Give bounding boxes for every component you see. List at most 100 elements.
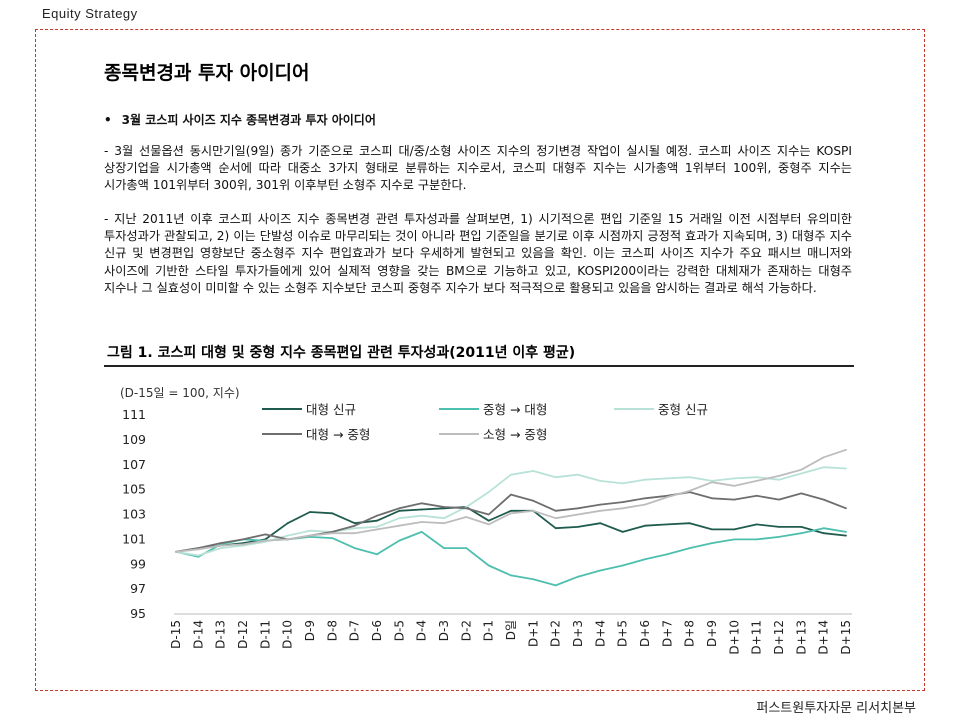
- data-point-s3: [443, 517, 445, 520]
- x-tick-label: D+13: [794, 620, 808, 655]
- data-point-s2: [621, 564, 624, 567]
- data-point-s1: [800, 526, 803, 528]
- data-point-s5: [845, 448, 847, 451]
- paragraph-1: - 3월 선물옵션 동시만기일(9일) 종가 기준으로 코스피 대/중/소형 사…: [104, 144, 852, 193]
- data-point-s5: [822, 456, 825, 459]
- data-point-s4: [353, 524, 356, 527]
- data-point-s1: [510, 509, 512, 512]
- data-point-s2: [733, 538, 736, 541]
- x-tick-label: D-14: [191, 620, 205, 649]
- data-point-s3: [197, 554, 200, 557]
- data-point-s3: [376, 526, 378, 528]
- data-point-s5: [666, 496, 669, 498]
- data-point-s3: [688, 476, 691, 479]
- data-point-s2: [666, 553, 669, 556]
- data-point-s4: [242, 538, 244, 541]
- data-point-s4: [577, 507, 579, 510]
- data-point-s4: [822, 498, 825, 501]
- data-point-s5: [532, 509, 535, 512]
- x-tick-label: D-2: [459, 620, 473, 641]
- data-point-s3: [599, 480, 602, 482]
- data-point-s5: [420, 521, 423, 523]
- y-tick-label: 103: [122, 507, 146, 522]
- line-chart: (D-15일 = 100, 지수) 95 97 99 101 103 105 107 109 11…: [104, 377, 854, 677]
- legend-label-1: 대형 신규: [306, 402, 356, 417]
- data-point-s5: [778, 475, 780, 477]
- data-point-s5: [621, 507, 624, 510]
- data-point-s5: [733, 485, 736, 487]
- data-point-s3: [822, 466, 825, 469]
- data-point-s1: [487, 519, 490, 522]
- legend-label-4: 대형 → 중형: [306, 427, 370, 442]
- data-point-s2: [800, 532, 803, 535]
- x-tick-label: D-10: [281, 620, 295, 649]
- data-point-s5: [219, 544, 222, 547]
- data-point-s4: [845, 507, 847, 510]
- data-point-s5: [309, 534, 311, 537]
- data-point-s3: [711, 480, 713, 482]
- data-point-s3: [621, 482, 624, 485]
- data-point-s2: [644, 558, 646, 561]
- data-point-s2: [845, 531, 847, 533]
- data-point-s4: [644, 497, 646, 500]
- section-label: Equity Strategy: [42, 6, 138, 21]
- data-point-s4: [755, 494, 758, 497]
- legend-label-2: 중형 → 대형: [483, 402, 547, 417]
- data-point-s1: [309, 511, 311, 513]
- data-point-s2: [822, 527, 825, 530]
- data-point-s1: [711, 528, 713, 531]
- data-point-s5: [599, 509, 602, 512]
- data-point-s3: [577, 473, 579, 476]
- figure-title: 그림 1. 코스피 대형 및 중형 지수 종목편입 관련 투자성과(2011년 …: [107, 345, 576, 361]
- data-point-s2: [420, 531, 423, 533]
- y-tick-label: 99: [130, 556, 146, 571]
- data-point-s3: [778, 478, 780, 481]
- data-point-s4: [465, 507, 468, 510]
- data-point-s4: [800, 492, 803, 495]
- data-point-s5: [711, 481, 713, 484]
- data-point-s4: [219, 542, 222, 544]
- data-point-s1: [822, 532, 825, 535]
- data-point-s2: [510, 574, 512, 577]
- data-point-s1: [644, 524, 646, 527]
- x-tick-label: D+1: [526, 620, 540, 647]
- data-point-s2: [711, 542, 713, 544]
- x-tick-label: D-7: [348, 620, 362, 641]
- x-tick-label: D-4: [415, 620, 429, 641]
- x-tick-label: D일: [504, 620, 518, 640]
- data-point-s1: [778, 526, 780, 528]
- x-tick-label: D-12: [236, 620, 250, 649]
- data-point-s1: [733, 528, 736, 531]
- data-point-s2: [554, 584, 557, 587]
- data-point-s2: [532, 578, 535, 581]
- data-point-s3: [800, 472, 803, 475]
- data-point-s4: [711, 497, 713, 500]
- data-point-s5: [800, 468, 803, 471]
- x-tick-label: D+5: [616, 620, 630, 647]
- bullet-icon: •: [104, 113, 112, 127]
- data-point-s2: [353, 547, 356, 549]
- data-point-s4: [621, 501, 624, 503]
- data-point-s3: [644, 478, 646, 481]
- data-point-s5: [510, 512, 512, 515]
- data-point-s1: [755, 523, 758, 526]
- data-point-s3: [666, 477, 669, 480]
- y-tick-label: 97: [130, 581, 146, 596]
- data-point-s4: [733, 498, 736, 501]
- y-tick-label: 109: [122, 432, 146, 447]
- x-tick-label: D-9: [303, 620, 317, 641]
- data-point-s2: [443, 547, 445, 549]
- data-point-s3: [420, 514, 423, 517]
- x-tick-label: D-6: [370, 620, 384, 641]
- data-point-s2: [755, 538, 758, 541]
- data-point-s1: [621, 531, 624, 533]
- chart-background: [104, 377, 854, 677]
- x-tick-label: D+9: [705, 620, 719, 647]
- data-point-s5: [286, 538, 289, 541]
- x-tick-label: D-11: [258, 620, 272, 649]
- x-tick-label: D-15: [169, 620, 183, 649]
- data-point-s5: [577, 513, 579, 516]
- y-tick-label: 101: [122, 531, 146, 546]
- footer-source: 퍼스트원투자자문 리서치본부: [756, 701, 916, 716]
- page-title: 종목변경과 투자 아이디어: [104, 62, 310, 84]
